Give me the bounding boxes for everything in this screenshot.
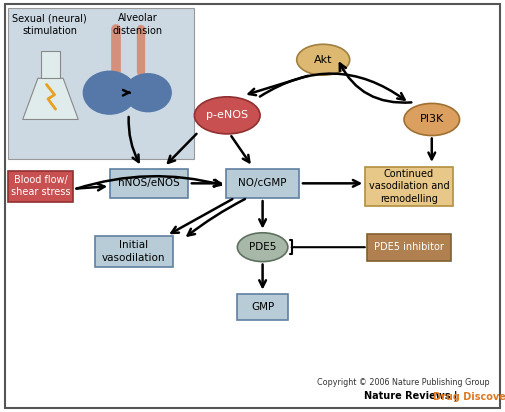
Bar [368, 234, 451, 260]
Polygon shape [23, 78, 78, 119]
Text: GMP: GMP [251, 302, 274, 312]
Text: PDE5 inhibitor: PDE5 inhibitor [374, 242, 444, 252]
Text: Initial
vasodilation: Initial vasodilation [102, 240, 166, 262]
Bar [8, 8, 194, 159]
Ellipse shape [297, 44, 349, 75]
Circle shape [83, 71, 136, 114]
Text: Drug Discovery: Drug Discovery [433, 392, 505, 402]
Bar [95, 236, 173, 267]
Text: Nature Reviews |: Nature Reviews | [364, 391, 461, 402]
Ellipse shape [404, 103, 460, 136]
Bar [41, 52, 60, 78]
Ellipse shape [194, 97, 260, 134]
Text: Akt: Akt [314, 55, 332, 65]
Text: PDE5: PDE5 [249, 242, 276, 252]
Bar [237, 294, 288, 321]
Ellipse shape [237, 233, 288, 262]
Bar [226, 169, 299, 198]
Text: p-eNOS: p-eNOS [206, 110, 248, 120]
Text: nNOS/eNOS: nNOS/eNOS [118, 178, 180, 188]
Text: Continued
vasodilation and
remodelling: Continued vasodilation and remodelling [369, 169, 449, 204]
Bar [8, 171, 73, 202]
Text: Blood flow/
shear stress: Blood flow/ shear stress [11, 175, 70, 197]
Text: Alveolar
distension: Alveolar distension [112, 13, 163, 35]
Bar [365, 167, 453, 206]
Text: Copyright © 2006 Nature Publishing Group: Copyright © 2006 Nature Publishing Group [317, 378, 490, 387]
Text: Sexual (neural)
stimulation: Sexual (neural) stimulation [12, 13, 87, 35]
Text: PI3K: PI3K [420, 115, 444, 124]
Circle shape [125, 74, 171, 112]
Text: NO/cGMP: NO/cGMP [238, 178, 287, 188]
Bar [110, 169, 188, 198]
